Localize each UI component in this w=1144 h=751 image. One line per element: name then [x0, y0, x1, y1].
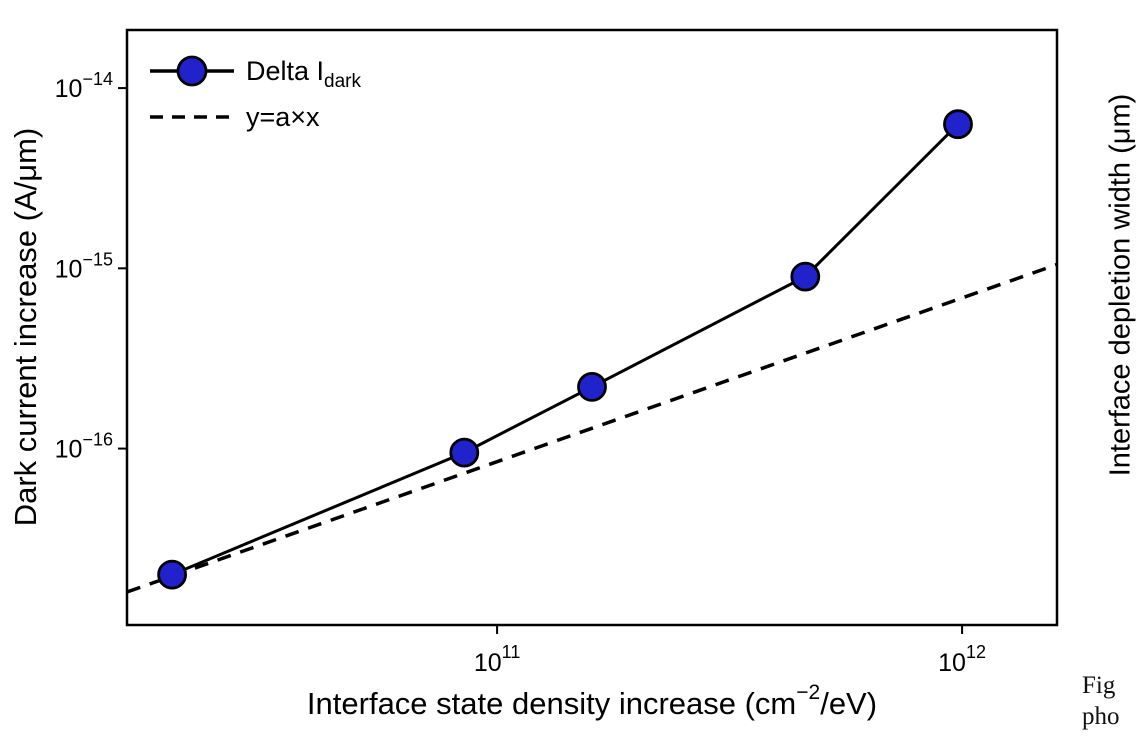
fit-line: [126, 262, 1058, 594]
x-tick-label: 1012: [938, 642, 986, 677]
x-tick-label: 1011: [474, 642, 521, 677]
legend-marker-delta: [176, 55, 208, 87]
delta-idark-line: [171, 123, 960, 576]
right-panel-y-axis-label: Interface depletion width (μm): [1104, 93, 1137, 477]
data-point-marker: [577, 371, 607, 402]
plot-border: [125, 28, 1059, 627]
legend-label-delta: Delta Idark: [246, 56, 362, 92]
caption-fragment-line2: pho: [1082, 703, 1120, 730]
data-point-marker: [790, 261, 821, 292]
y-tick-label: 10−15: [55, 249, 113, 283]
caption-fragment-line1: Fig: [1082, 672, 1116, 699]
y-tick-label: 10−14: [55, 69, 113, 103]
x-axis-label: Interface state density increase (cm−2/e…: [307, 681, 877, 721]
data-point-marker: [943, 109, 973, 140]
legend-label-fit: y=a×x: [246, 102, 320, 132]
data-point-marker: [157, 559, 188, 590]
y-tick-label: 10−16: [55, 430, 113, 464]
data-point-marker: [449, 437, 480, 468]
y-axis-label: Dark current increase (A/μm): [8, 128, 43, 527]
